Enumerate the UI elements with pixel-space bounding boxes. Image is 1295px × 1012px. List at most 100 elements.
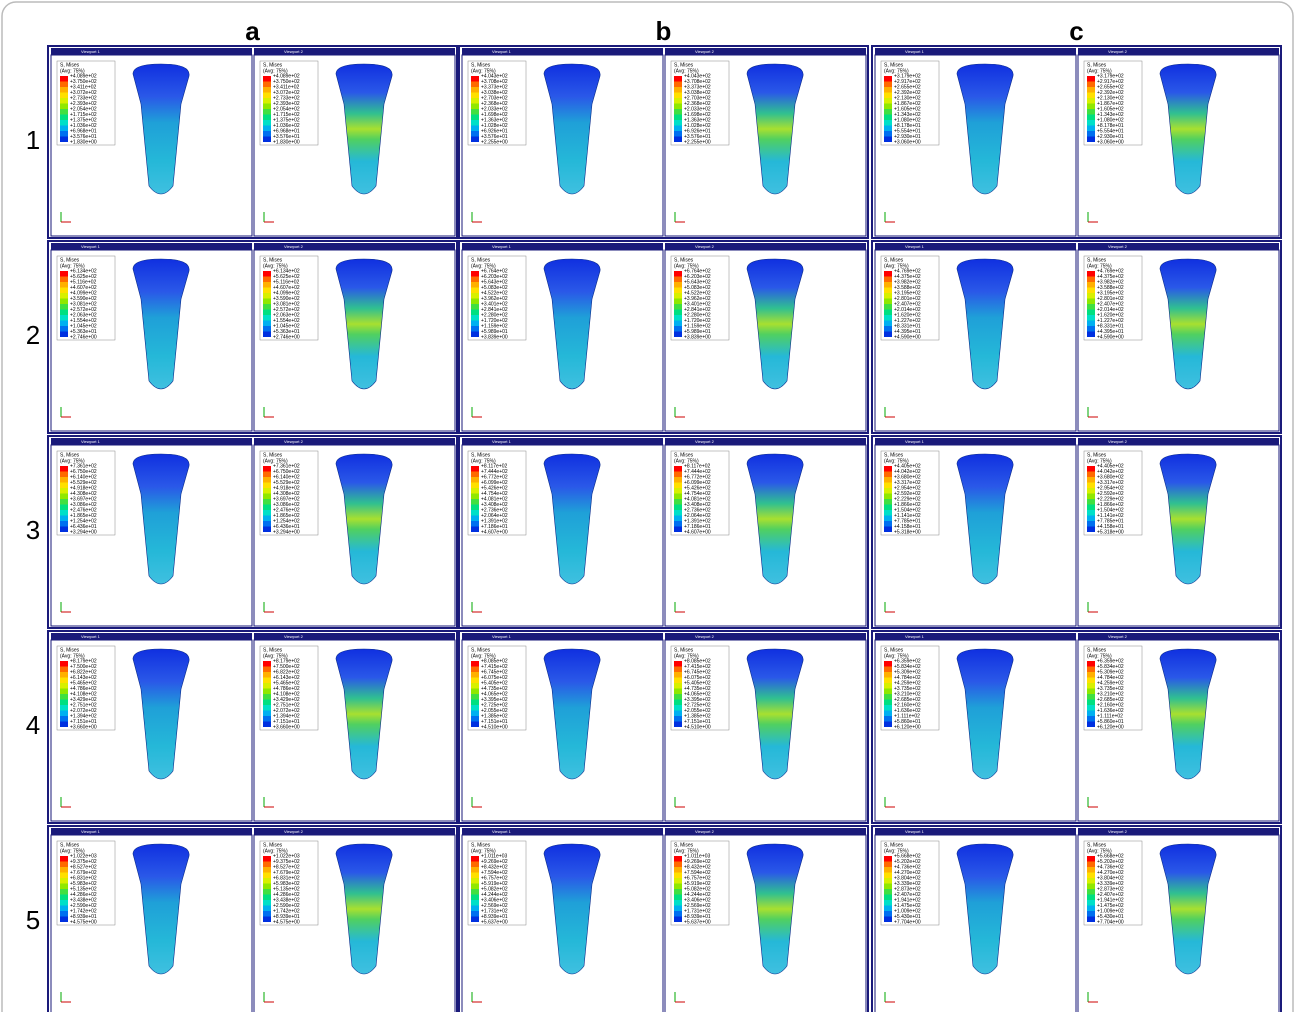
viewport-title: Viewport 2 bbox=[1108, 49, 1128, 54]
legend-swatch bbox=[263, 76, 271, 82]
legend-swatch bbox=[1087, 900, 1095, 906]
legend-swatch bbox=[471, 705, 479, 711]
legend-swatch bbox=[471, 527, 479, 533]
legend-swatch bbox=[1087, 310, 1095, 316]
legend-swatch bbox=[884, 862, 892, 868]
legend-swatch bbox=[674, 466, 682, 472]
legend-swatch bbox=[884, 115, 892, 121]
legend-swatch bbox=[674, 911, 682, 917]
legend-swatch bbox=[471, 326, 479, 332]
legend-swatch bbox=[263, 310, 271, 316]
legend-swatch bbox=[1087, 678, 1095, 684]
legend-swatch bbox=[884, 906, 892, 912]
legend-swatch bbox=[471, 499, 479, 505]
legend-swatch bbox=[884, 304, 892, 310]
legend-swatch bbox=[1087, 521, 1095, 527]
legend-swatch bbox=[1087, 672, 1095, 678]
legend-swatch bbox=[884, 466, 892, 472]
legend-swatch bbox=[471, 862, 479, 868]
viewport-title: Viewport 2 bbox=[695, 634, 715, 639]
legend-swatch bbox=[884, 505, 892, 511]
viewport-title: Viewport 1 bbox=[492, 49, 512, 54]
legend-swatch bbox=[471, 867, 479, 873]
legend-swatch bbox=[674, 494, 682, 500]
legend-swatch bbox=[884, 900, 892, 906]
legend-swatch bbox=[471, 137, 479, 143]
legend-swatch bbox=[263, 466, 271, 472]
legend-swatch bbox=[60, 93, 68, 99]
legend-swatch bbox=[884, 867, 892, 873]
legend-swatch bbox=[263, 521, 271, 527]
legend-swatch bbox=[60, 856, 68, 862]
legend-swatch bbox=[884, 477, 892, 483]
legend-swatch bbox=[263, 277, 271, 283]
legend-swatch bbox=[471, 126, 479, 132]
legend-swatch bbox=[884, 722, 892, 728]
legend-swatch bbox=[674, 477, 682, 483]
legend-swatch bbox=[471, 277, 479, 283]
legend-swatch bbox=[674, 76, 682, 82]
legend-swatch bbox=[60, 321, 68, 327]
legend-swatch bbox=[60, 466, 68, 472]
legend-value: +1.830e+00 bbox=[70, 139, 97, 145]
legend-swatch bbox=[674, 884, 682, 890]
legend-swatch bbox=[674, 683, 682, 689]
legend-swatch bbox=[471, 917, 479, 923]
legend-swatch bbox=[60, 683, 68, 689]
legend-value: +3.294e+00 bbox=[273, 529, 300, 535]
legend-swatch bbox=[884, 911, 892, 917]
legend-swatch bbox=[263, 315, 271, 321]
legend-swatch bbox=[1087, 867, 1095, 873]
legend-swatch bbox=[263, 87, 271, 93]
legend-swatch bbox=[884, 689, 892, 695]
viewport-title: Viewport 2 bbox=[284, 49, 304, 54]
legend-swatch bbox=[884, 126, 892, 132]
legend-swatch bbox=[884, 516, 892, 522]
legend-swatch bbox=[263, 115, 271, 121]
legend-swatch bbox=[884, 104, 892, 110]
legend-swatch bbox=[884, 700, 892, 706]
legend-swatch bbox=[60, 689, 68, 695]
legend-swatch bbox=[674, 332, 682, 338]
legend-swatch bbox=[674, 472, 682, 478]
legend-swatch bbox=[1087, 516, 1095, 522]
legend-swatch bbox=[60, 131, 68, 137]
legend-swatch bbox=[1087, 304, 1095, 310]
legend-value: +5.318e+00 bbox=[1097, 529, 1124, 535]
legend-swatch bbox=[884, 137, 892, 143]
column-label: c bbox=[1069, 16, 1083, 46]
legend-swatch bbox=[674, 917, 682, 923]
legend-swatch bbox=[884, 93, 892, 99]
legend-swatch bbox=[471, 722, 479, 728]
legend-swatch bbox=[884, 667, 892, 673]
legend-swatch bbox=[674, 667, 682, 673]
legend-swatch bbox=[263, 683, 271, 689]
legend-swatch bbox=[471, 288, 479, 294]
row-label: 3 bbox=[26, 515, 40, 545]
legend-swatch bbox=[60, 137, 68, 143]
panel-group: Viewport 1S, Mises(Avg: 75%)+8.085e+02+7… bbox=[459, 631, 868, 823]
legend-value: +1.830e+00 bbox=[273, 139, 300, 145]
legend-swatch bbox=[471, 678, 479, 684]
legend-swatch bbox=[884, 521, 892, 527]
legend-swatch bbox=[674, 878, 682, 884]
legend-swatch bbox=[471, 477, 479, 483]
legend-swatch bbox=[674, 856, 682, 862]
legend-swatch bbox=[471, 315, 479, 321]
legend-swatch bbox=[1087, 700, 1095, 706]
legend-swatch bbox=[60, 889, 68, 895]
legend-swatch bbox=[1087, 705, 1095, 711]
legend-swatch bbox=[674, 694, 682, 700]
panel-group: Viewport 1S, Mises(Avg: 75%)+6.764e+02+6… bbox=[459, 241, 868, 433]
legend-swatch bbox=[471, 109, 479, 115]
legend-swatch bbox=[263, 104, 271, 110]
panel-group: Viewport 1S, Mises(Avg: 75%)+8.117e+02+7… bbox=[459, 436, 868, 628]
legend-swatch bbox=[471, 321, 479, 327]
viewport-title: Viewport 2 bbox=[695, 244, 715, 249]
legend-swatch bbox=[674, 862, 682, 868]
legend-swatch bbox=[884, 472, 892, 478]
legend-swatch bbox=[471, 271, 479, 277]
legend-swatch bbox=[1087, 115, 1095, 121]
viewport-title: Viewport 2 bbox=[1108, 634, 1128, 639]
legend-swatch bbox=[674, 527, 682, 533]
